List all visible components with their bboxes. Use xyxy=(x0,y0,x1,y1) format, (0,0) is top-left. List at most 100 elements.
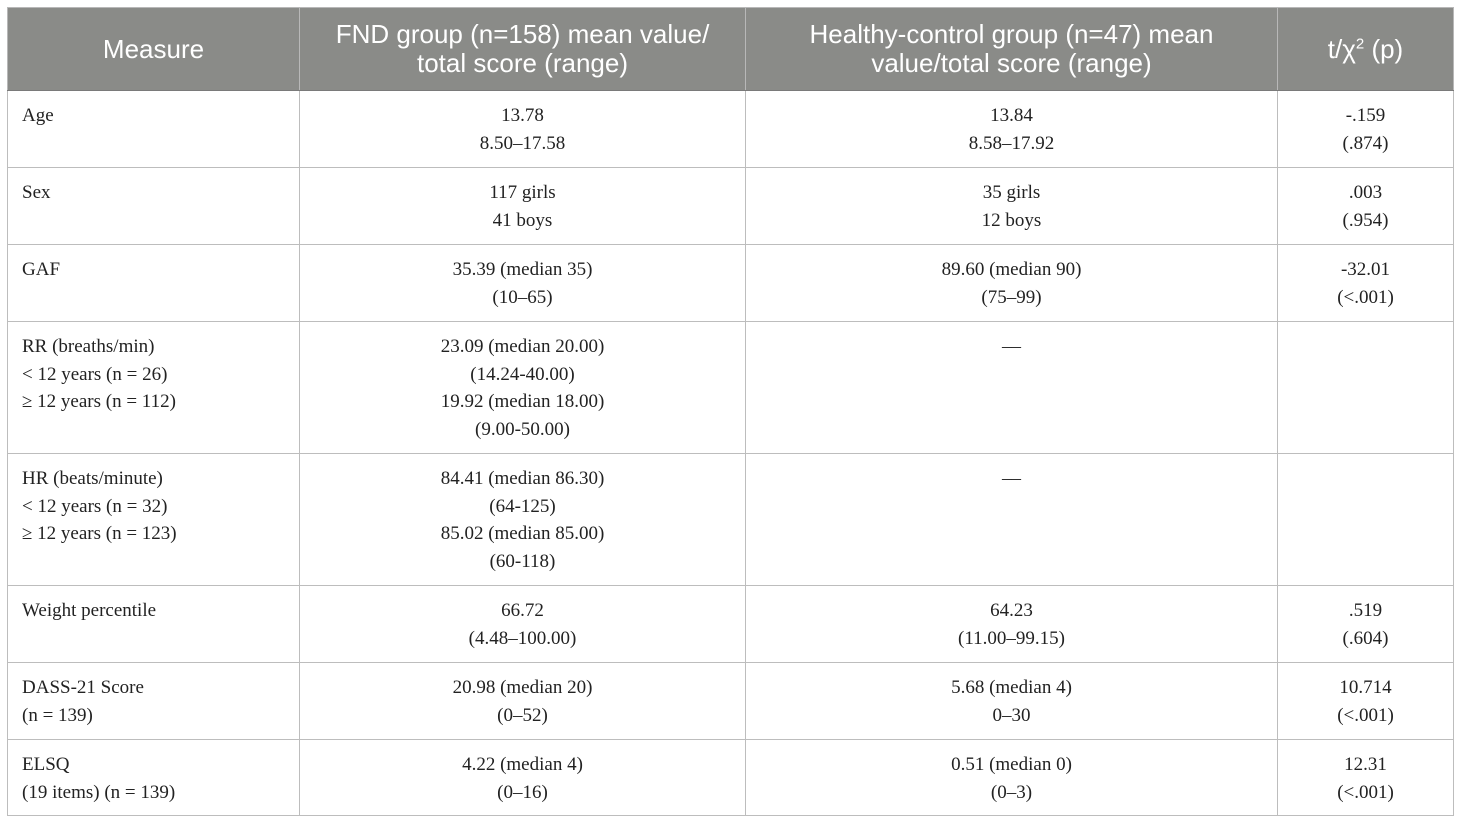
cell-line: 20.98 (median 20) xyxy=(452,677,593,698)
header-fnd-line2: total score (range) xyxy=(417,48,628,78)
cell-line: (0–3) xyxy=(990,781,1033,803)
header-fnd-line1: FND group (n=158) mean value/ xyxy=(335,19,710,49)
cell-line: (19 items) (n = 139) xyxy=(22,781,176,803)
cell-line: ≥ 12 years (n = 123) xyxy=(22,523,177,545)
cell-healthy-control: 35 girls 12 boys xyxy=(745,167,1278,245)
table-row: DASS-21 Score (n = 139) 20.98 (median 20) (… xyxy=(7,662,1454,740)
cell-line: 4.22 (median 4) xyxy=(462,754,583,775)
cell-line: Weight percentile xyxy=(22,600,157,621)
cell-line: DASS-21 Score xyxy=(22,677,144,698)
cell-line: –– xyxy=(1002,336,1021,357)
cell-line: 35 girls xyxy=(982,182,1041,203)
cell-line: .003 xyxy=(1348,182,1383,203)
cell-line: 117 girls xyxy=(489,182,556,203)
cell-statistic: 10.714 (<.001) xyxy=(1277,662,1454,740)
table-row: GAF 35.39 (median 35) (10–65) 89.60 (median… xyxy=(7,244,1454,322)
cell-line: 12 boys xyxy=(981,209,1042,231)
cell-line: (11.00–99.15) xyxy=(958,627,1065,649)
cell-measure: Weight percentile xyxy=(7,585,300,663)
header-hc-line1: Healthy-control group (n=47) mean xyxy=(809,19,1214,49)
cell-healthy-control: 0.51 (median 0) (0–3) xyxy=(745,739,1278,816)
cell-line: (.954) xyxy=(1342,209,1389,231)
cell-line: Age xyxy=(22,105,54,126)
cell-fnd-group: 4.22 (median 4) (0–16) xyxy=(299,739,746,816)
cell-fnd-group: 23.09 (median 20.00) (14.24-40.00) 19.92 (… xyxy=(299,321,746,454)
cell-line: 66.72 xyxy=(501,600,544,621)
cell-line: < 12 years (n = 32) xyxy=(22,495,168,517)
table-row: Sex 117 girls 41 boys 35 girls 12 boys .003 (.… xyxy=(7,167,1454,245)
data-table: Measure FND group (n=158) mean value/ to… xyxy=(7,7,1454,816)
cell-statistic xyxy=(1277,453,1454,586)
cell-line: 19.92 (median 18.00) xyxy=(440,391,605,413)
cell-line: 10.714 xyxy=(1339,677,1392,698)
cell-fnd-group: 84.41 (median 86.30) (64-125) 85.02 (media… xyxy=(299,453,746,586)
cell-line: 41 boys xyxy=(492,209,553,231)
cell-line: 13.84 xyxy=(990,105,1033,126)
cell-line: 8.50–17.58 xyxy=(479,132,566,154)
cell-statistic: .003 (.954) xyxy=(1277,167,1454,245)
cell-statistic xyxy=(1277,321,1454,454)
cell-line: RR (breaths/min) xyxy=(22,336,155,357)
cell-line: 5.68 (median 4) xyxy=(951,677,1072,698)
cell-line: 89.60 (median 90) xyxy=(941,259,1082,280)
cell-line: 84.41 (median 86.30) xyxy=(440,468,605,489)
cell-line: ≥ 12 years (n = 112) xyxy=(22,391,176,413)
cell-line: (<.001) xyxy=(1337,781,1394,803)
cell-line: (10–65) xyxy=(492,286,553,308)
cell-line: (.874) xyxy=(1342,132,1389,154)
cell-line: (4.48–100.00) xyxy=(468,627,577,649)
cell-measure: GAF xyxy=(7,244,300,322)
cell-measure: ELSQ (19 items) (n = 139) xyxy=(7,739,300,816)
cell-measure: HR (beats/minute) < 12 years (n = 32) ≥ 12… xyxy=(7,453,300,586)
cell-measure: DASS-21 Score (n = 139) xyxy=(7,662,300,740)
cell-healthy-control: –– xyxy=(745,321,1278,454)
cell-fnd-group: 13.78 8.50–17.58 xyxy=(299,90,746,168)
cell-line: 35.39 (median 35) xyxy=(452,259,593,280)
cell-measure: Age xyxy=(7,90,300,168)
cell-fnd-group: 117 girls 41 boys xyxy=(299,167,746,245)
cell-line: < 12 years (n = 26) xyxy=(22,363,168,385)
cell-line: (75–99) xyxy=(981,286,1042,308)
cell-healthy-control: –– xyxy=(745,453,1278,586)
cell-line: (64-125) xyxy=(489,495,556,517)
cell-healthy-control: 64.23 (11.00–99.15) xyxy=(745,585,1278,663)
cell-fnd-group: 20.98 (median 20) (0–52) xyxy=(299,662,746,740)
cell-statistic: .519 (.604) xyxy=(1277,585,1454,663)
cell-line: -.159 xyxy=(1345,105,1386,126)
cell-line: .519 xyxy=(1348,600,1383,621)
cell-healthy-control: 89.60 (median 90) (75–99) xyxy=(745,244,1278,322)
table-row: HR (beats/minute) < 12 years (n = 32) ≥ 12… xyxy=(7,453,1454,586)
cell-line: (.604) xyxy=(1342,627,1389,649)
cell-line: GAF xyxy=(22,259,61,280)
cell-line: -32.01 xyxy=(1340,259,1391,280)
cell-line: 23.09 (median 20.00) xyxy=(440,336,605,357)
cell-statistic: 12.31 (<.001) xyxy=(1277,739,1454,816)
cell-line: 8.58–17.92 xyxy=(968,132,1055,154)
table-row: Age 13.78 8.50–17.58 13.84 8.58–17.92 -.159 (.… xyxy=(7,90,1454,168)
cell-line: (0–52) xyxy=(497,704,548,726)
cell-line: Sex xyxy=(22,182,51,203)
header-statistic: t/χ2 (p) xyxy=(1277,7,1454,91)
header-measure: Measure xyxy=(7,7,300,91)
table-row: RR (breaths/min) < 12 years (n = 26) ≥ 12 … xyxy=(7,321,1454,454)
cell-fnd-group: 35.39 (median 35) (10–65) xyxy=(299,244,746,322)
cell-healthy-control: 5.68 (median 4) 0–30 xyxy=(745,662,1278,740)
cell-measure: Sex xyxy=(7,167,300,245)
cell-line: (0–16) xyxy=(497,781,548,803)
cell-line: HR (beats/minute) xyxy=(22,468,163,489)
cell-line: ELSQ xyxy=(22,754,70,775)
cell-line: 0–30 xyxy=(992,704,1031,726)
table-row: ELSQ (19 items) (n = 139) 4.22 (median 4) (… xyxy=(7,739,1454,816)
header-hc-line2: value/total score (range) xyxy=(871,48,1152,78)
cell-line: (14.24-40.00) xyxy=(470,363,575,385)
cell-measure: RR (breaths/min) < 12 years (n = 26) ≥ 12 … xyxy=(7,321,300,454)
cell-line: –– xyxy=(1002,468,1021,489)
cell-line: 64.23 xyxy=(990,600,1033,621)
cell-line: 12.31 xyxy=(1344,754,1387,775)
table-row: Weight percentile 66.72 (4.48–100.00) 64.23… xyxy=(7,585,1454,663)
cell-line: (9.00-50.00) xyxy=(475,419,570,441)
cell-line: (<.001) xyxy=(1337,286,1394,308)
header-healthy-control: Healthy-control group (n=47) mean value/… xyxy=(745,7,1278,91)
cell-line: (60-118) xyxy=(489,551,556,573)
header-fnd-group: FND group (n=158) mean value/ total scor… xyxy=(299,7,746,91)
